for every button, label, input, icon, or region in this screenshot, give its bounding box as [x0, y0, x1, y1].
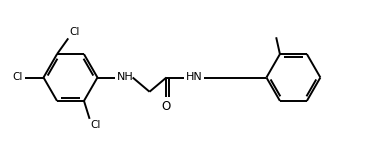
Text: Cl: Cl	[70, 27, 80, 37]
Text: NH: NH	[117, 72, 134, 82]
Text: Cl: Cl	[12, 73, 23, 82]
Text: HN: HN	[186, 72, 202, 82]
Text: Cl: Cl	[91, 120, 101, 130]
Text: O: O	[162, 100, 171, 113]
